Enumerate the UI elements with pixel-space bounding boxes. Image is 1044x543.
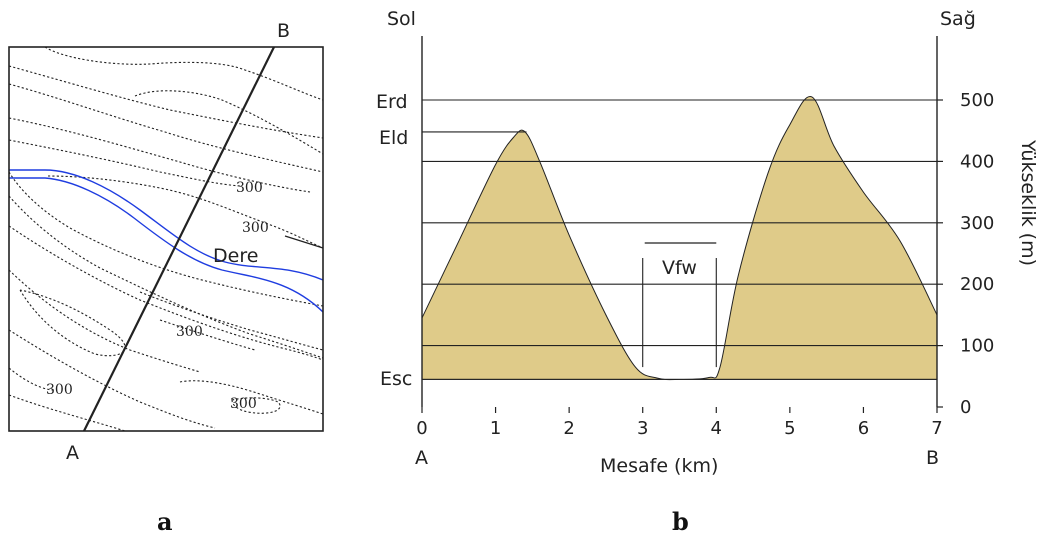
contour-line	[9, 394, 126, 431]
left-side-label: Sol	[387, 8, 416, 30]
contour-lines	[9, 47, 323, 431]
stream-bank-line	[9, 177, 323, 313]
contour-line	[134, 90, 323, 155]
y-axis-ticks: 0 100 200 300 400 500	[937, 90, 994, 418]
contour-line	[47, 175, 323, 249]
section-start-label: A	[66, 442, 79, 464]
contour-line	[9, 225, 323, 361]
x-tick-label: 1	[490, 418, 501, 439]
x-tick-label: 3	[637, 418, 648, 439]
contour-line	[9, 171, 323, 307]
contour-line	[9, 83, 323, 173]
y-tick-label: 200	[960, 274, 994, 295]
contour-line	[44, 47, 323, 101]
contour-line	[139, 291, 323, 351]
contour-label: 300	[230, 396, 257, 412]
profile-end-label: B	[926, 447, 939, 469]
erd-level-label: Erd	[376, 91, 408, 113]
contour-line	[9, 195, 323, 359]
x-axis-title: Mesafe (km)	[600, 455, 718, 477]
y-tick-label: 300	[960, 213, 994, 234]
x-tick-label: 6	[858, 418, 869, 439]
esc-level-label: Esc	[380, 368, 412, 390]
contour-label: 300	[242, 220, 269, 236]
panel-a-map: 300 300 300 300 300 Dere B A a	[8, 20, 324, 536]
x-tick-label: 4	[711, 418, 722, 439]
x-tick-label: 2	[563, 418, 574, 439]
section-end-label: B	[277, 20, 290, 42]
y-tick-label: 500	[960, 90, 994, 111]
panel-b-profile: 0 1 2 3 4 5 6 7 0 100 200 300 400 500 Vfw Sol Sağ Er…	[376, 8, 1039, 536]
panel-caption: a	[157, 507, 173, 536]
x-axis-ticks: 0 1 2 3 4 5 6 7	[416, 407, 943, 439]
contour-line	[159, 319, 256, 351]
x-tick-label: 0	[416, 418, 427, 439]
right-side-label: Sağ	[940, 8, 976, 30]
profile-start-label: A	[415, 447, 428, 469]
terrain-area	[421, 96, 938, 381]
contour-line	[19, 289, 126, 357]
y-tick-label: 100	[960, 336, 994, 357]
contour-line	[9, 139, 241, 187]
y-axis-title: Yükseklik (m)	[1017, 139, 1039, 266]
y-tick-label: 400	[960, 151, 994, 172]
contour-line	[9, 329, 216, 429]
valley-floor-width-marker: Vfw	[642, 242, 717, 368]
contour-line	[231, 397, 281, 414]
contour-line	[9, 117, 311, 193]
eld-level-label: Eld	[379, 127, 408, 149]
contour-line	[9, 269, 201, 373]
y-tick-label: 0	[960, 397, 971, 418]
contour-label: 300	[176, 324, 203, 340]
stream	[9, 169, 323, 313]
elevation-grid	[422, 99, 937, 380]
contour-line	[9, 367, 56, 391]
contour-label: 300	[46, 382, 73, 398]
map-frame	[8, 46, 324, 432]
vfw-label: Vfw	[662, 257, 697, 279]
contour-line	[179, 380, 323, 415]
panel-caption: b	[672, 507, 689, 536]
section-line	[83, 46, 275, 432]
x-tick-label: 5	[784, 418, 795, 439]
contour-line	[9, 65, 323, 139]
contour-label: 300	[236, 180, 263, 196]
x-tick-label: 7	[931, 418, 942, 439]
contour-line-solid	[284, 235, 324, 249]
stream-label: Dere	[213, 245, 258, 267]
